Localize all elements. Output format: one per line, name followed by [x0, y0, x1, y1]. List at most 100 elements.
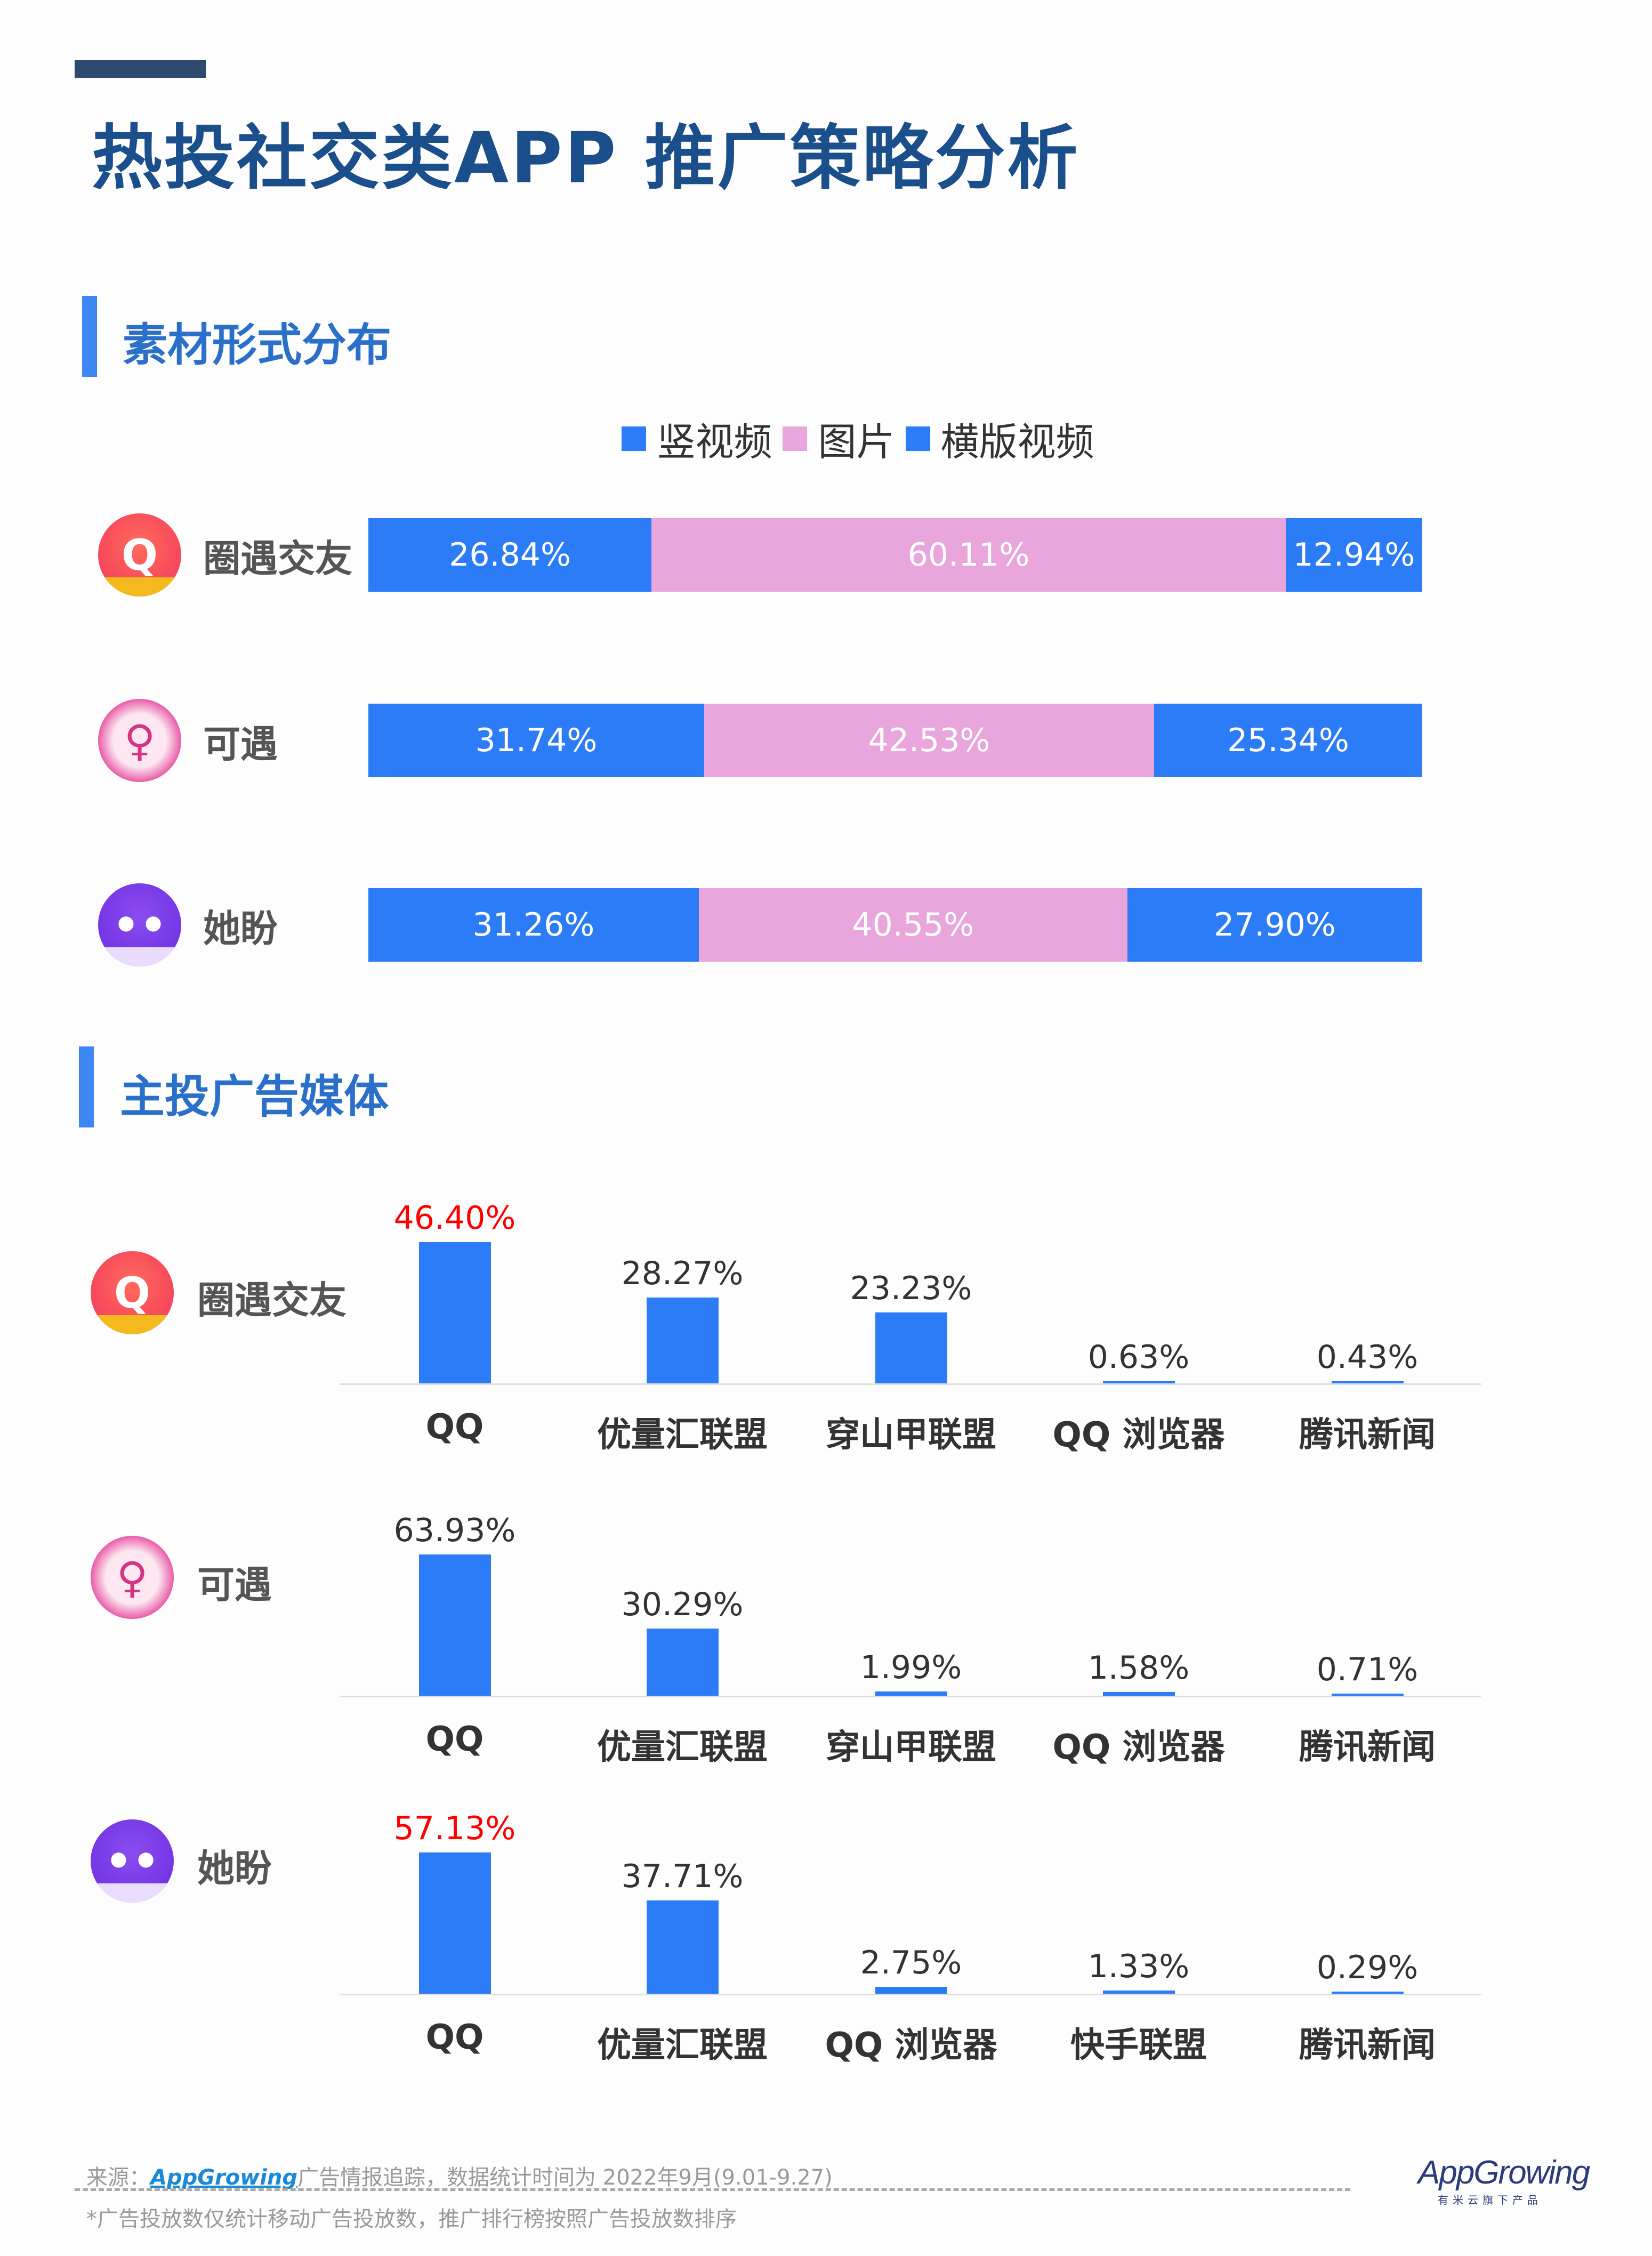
category-label: 腾讯新闻: [1299, 1728, 1436, 1767]
bar: [875, 1312, 947, 1383]
bar: [1332, 1381, 1404, 1383]
data-label: 27.90%: [1214, 906, 1336, 944]
value-label: 46.40%: [393, 1199, 516, 1237]
category-label: 穿山甲联盟: [826, 1415, 996, 1455]
logo-text: AppGrowing: [1418, 2154, 1590, 2191]
app-name: 可遇: [197, 1563, 272, 1607]
legend-swatch: [905, 426, 930, 451]
source-brand-link[interactable]: AppGrowing: [150, 2165, 298, 2190]
media-bar-chart: 46.40% QQ 28.27% 优量汇联盟 23.23% 穿山甲联盟 0.63% QQ 浏览…: [340, 1170, 1481, 1455]
category-label: 优量汇联盟: [597, 2026, 768, 2065]
app-name: 她盼: [197, 1847, 272, 1890]
category-label: 优量汇联盟: [597, 1415, 768, 1455]
bar: [1103, 1990, 1175, 1994]
segment-vertical-video: 31.26%: [368, 888, 699, 962]
segment-vertical-video: 31.74%: [368, 704, 704, 777]
bar: [1332, 1694, 1404, 1696]
media-bar-chart: 57.13% QQ 37.71% 优量汇联盟 2.75% QQ 浏览器 1.33% 快手联盟 0…: [340, 1780, 1481, 2065]
category-label: 优量汇联盟: [597, 1728, 768, 1767]
source-line: 来源：AppGrowing广告情报追踪，数据统计时间为 2022年9月(9.01…: [86, 2160, 833, 2191]
legend-label: 横版视频: [940, 420, 1094, 464]
app-logo-glyph-icon: ••: [112, 900, 167, 950]
x-axis-line: [340, 1383, 1481, 1385]
legend-swatch: [783, 426, 808, 451]
x-axis-line: [340, 1994, 1481, 1995]
legend-swatch: [622, 426, 647, 451]
app-name: 可遇: [203, 722, 278, 766]
segment-image: 42.53%: [704, 704, 1155, 777]
data-label: 42.53%: [868, 722, 990, 759]
app-logo-glyph-icon: Q: [121, 530, 158, 580]
bar: [647, 1900, 719, 1994]
app-icon: ••: [98, 883, 181, 966]
app-logo-glyph-icon: ••: [104, 1836, 160, 1886]
category-label: QQ 浏览器: [1052, 1415, 1225, 1455]
app-icon: Q: [98, 513, 181, 597]
category-label: QQ: [425, 2018, 484, 2057]
media-bar-chart: 63.93% QQ 30.29% 优量汇联盟 1.99% 穿山甲联盟 1.58% QQ 浏览器…: [340, 1482, 1481, 1767]
legend-item-image: 图片: [783, 410, 895, 466]
category-label: 腾讯新闻: [1299, 2026, 1436, 2065]
value-label: 2.75%: [860, 1944, 962, 1982]
section-title-format: 素材形式分布: [123, 319, 392, 371]
stacked-bar: 31.74% 42.53% 25.34%: [368, 704, 1422, 777]
segment-horizontal-video: 12.94%: [1285, 518, 1422, 592]
category-label: QQ: [425, 1407, 484, 1447]
value-label: 1.58%: [1087, 1649, 1190, 1687]
app-name: 她盼: [203, 907, 278, 950]
data-label: 12.94%: [1293, 536, 1415, 574]
section-title-media: 主投广告媒体: [120, 1070, 389, 1123]
segment-image: 60.11%: [651, 518, 1286, 592]
bar: [419, 1852, 491, 1994]
segment-image: 40.55%: [698, 888, 1127, 962]
source-text: 广告情报追踪，数据统计时间为 2022年9月(9.01-9.27): [297, 2165, 833, 2190]
bar: [875, 1691, 947, 1696]
bar: [647, 1629, 719, 1696]
legend-label: 竖视频: [657, 420, 772, 464]
footer-divider: [75, 2188, 1350, 2191]
footnote: *广告投放数仅统计移动广告投放数，推广排行榜按照广告投放数排序: [86, 2207, 737, 2231]
app-name: 圈遇交友: [203, 537, 352, 581]
data-label: 60.11%: [907, 536, 1030, 574]
app-logo-glyph-icon: ♀: [116, 1552, 148, 1602]
data-label: 40.55%: [852, 906, 974, 944]
value-label: 30.29%: [621, 1586, 744, 1624]
app-logo-glyph-icon: ♀: [124, 715, 156, 766]
category-label: 腾讯新闻: [1299, 1415, 1436, 1455]
bar: [1332, 1992, 1404, 1994]
section-marker: [82, 296, 97, 377]
data-label: 31.26%: [472, 906, 595, 944]
legend: 竖视频 图片 横版视频: [0, 410, 1652, 466]
value-label: 23.23%: [850, 1270, 972, 1308]
category-label: 穿山甲联盟: [826, 1728, 996, 1767]
segment-vertical-video: 26.84%: [368, 518, 652, 592]
segment-horizontal-video: 25.34%: [1154, 704, 1422, 777]
data-label: 26.84%: [449, 536, 571, 574]
value-label: 37.71%: [621, 1858, 744, 1896]
value-label: 0.63%: [1087, 1339, 1190, 1376]
bar: [419, 1242, 491, 1383]
data-label: 25.34%: [1227, 722, 1349, 759]
value-label: 0.43%: [1316, 1339, 1419, 1376]
category-label: 快手联盟: [1070, 2026, 1207, 2065]
app-icon: ♀: [91, 1536, 174, 1619]
value-label: 63.93%: [393, 1512, 516, 1549]
app-icon: ♀: [98, 699, 181, 782]
value-label: 57.13%: [393, 1810, 516, 1847]
app-name: 圈遇交友: [197, 1278, 346, 1322]
value-label: 28.27%: [621, 1254, 744, 1292]
category-label: QQ: [425, 1720, 484, 1759]
section-marker: [79, 1046, 94, 1127]
app-logo-glyph-icon: Q: [114, 1268, 150, 1318]
legend-item-vertical: 竖视频: [622, 410, 772, 466]
bar: [647, 1297, 719, 1383]
category-label: QQ 浏览器: [1052, 1728, 1225, 1767]
bar: [1103, 1692, 1175, 1696]
value-label: 0.71%: [1316, 1651, 1419, 1688]
data-label: 31.74%: [475, 722, 598, 759]
app-icon: Q: [91, 1251, 174, 1334]
legend-label: 图片: [818, 420, 895, 464]
bar: [419, 1554, 491, 1696]
value-label: 1.99%: [860, 1648, 962, 1686]
stacked-bar: 31.26% 40.55% 27.90%: [368, 888, 1422, 962]
